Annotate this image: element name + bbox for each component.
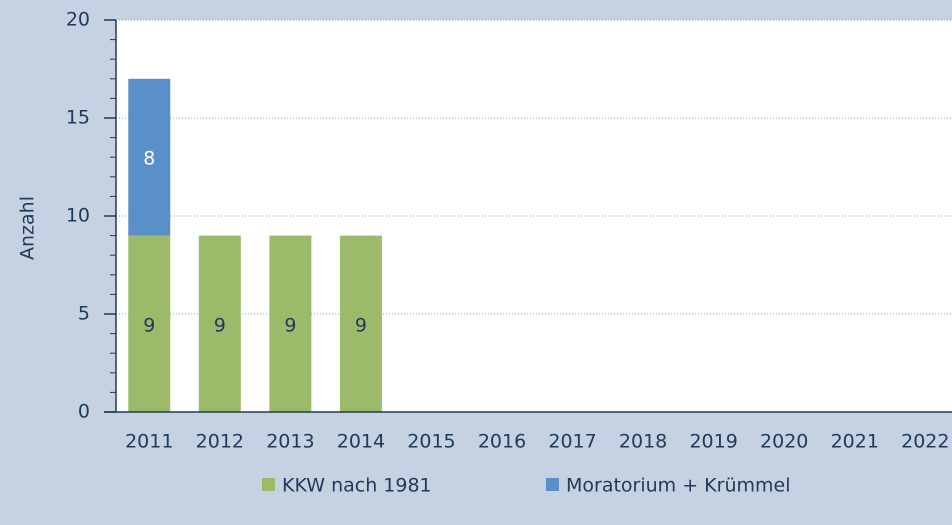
x-tick-label: 2020: [760, 431, 808, 453]
x-tick-label: 2019: [689, 431, 737, 453]
x-tick-label: 2022: [901, 431, 949, 453]
x-tick-label: 2011: [125, 431, 173, 453]
bar-segment: [128, 235, 171, 412]
x-tick-label: 2017: [548, 431, 596, 453]
bar-segment: [198, 235, 241, 412]
x-tick-label: 2013: [266, 431, 314, 453]
data-label: 9: [214, 314, 226, 336]
data-label: 9: [143, 314, 155, 336]
legend-label: KKW nach 1981: [282, 475, 432, 497]
legend-swatch: [262, 478, 275, 491]
data-label: 9: [355, 314, 367, 336]
y-tick-label: 0: [78, 401, 90, 423]
x-tick-label: 2015: [407, 431, 455, 453]
y-tick-label: 15: [66, 107, 90, 129]
y-axis-label: Anzahl: [17, 196, 39, 260]
y-tick-label: 10: [66, 205, 90, 227]
bar-segment: [128, 78, 171, 236]
x-tick-label: 2016: [478, 431, 526, 453]
data-label: 8: [143, 148, 155, 170]
x-tick-label: 2012: [196, 431, 244, 453]
x-tick-label: 2014: [337, 431, 385, 453]
bar-segment: [269, 235, 312, 412]
x-tick-label: 2021: [831, 431, 879, 453]
y-tick-label: 20: [66, 9, 90, 31]
y-tick-label: 5: [78, 303, 90, 325]
legend-label: Moratorium + Krümmel: [566, 475, 790, 497]
bar-segment: [339, 235, 382, 412]
legend-swatch: [546, 478, 559, 491]
data-label: 9: [284, 314, 296, 336]
x-tick-label: 2018: [619, 431, 667, 453]
